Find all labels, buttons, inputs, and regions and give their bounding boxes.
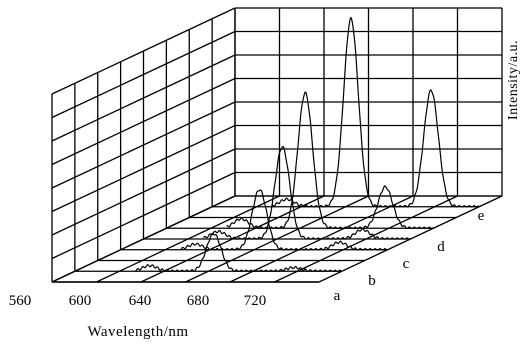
x-axis-title: Wavelength/nm bbox=[87, 324, 188, 340]
y-axis-title: Intensity/a.u. bbox=[506, 40, 521, 120]
left-wall-grid bbox=[51, 7, 236, 283]
series-label: c bbox=[403, 256, 410, 272]
spectrum-line-e bbox=[271, 16, 480, 208]
left-wall-horizontal-line bbox=[51, 30, 236, 119]
x-tick-label: 680 bbox=[187, 293, 210, 309]
left-wall-horizontal-line bbox=[51, 54, 236, 142]
spectrum-line-a bbox=[134, 232, 342, 272]
series-label: e bbox=[478, 208, 485, 224]
series-label: d bbox=[437, 239, 445, 255]
x-tick-label: 560 bbox=[9, 293, 32, 309]
x-tick-labels: 560 600 640 680 720 bbox=[9, 293, 267, 309]
spectra-series bbox=[134, 16, 480, 272]
left-wall-horizontal-line bbox=[51, 7, 236, 95]
back-wall-grid bbox=[234, 7, 503, 197]
left-wall-horizontal-line bbox=[51, 124, 236, 213]
x-tick-label: 720 bbox=[244, 293, 267, 309]
series-label: a bbox=[334, 288, 341, 304]
spectrum-line-c bbox=[203, 145, 411, 240]
x-tick-label: 600 bbox=[69, 293, 92, 309]
left-wall-horizontal-line bbox=[51, 77, 236, 166]
spectrum-line-b bbox=[180, 189, 388, 251]
spectrum-line-d bbox=[226, 91, 434, 229]
left-wall-horizontal-line bbox=[51, 171, 236, 260]
floor-grid bbox=[51, 195, 503, 283]
series-labels: a b c d e bbox=[334, 208, 485, 304]
left-wall-horizontal-line bbox=[51, 101, 236, 189]
left-wall-horizontal-line bbox=[51, 148, 236, 236]
x-tick-label: 640 bbox=[129, 293, 152, 309]
series-label: b bbox=[368, 273, 376, 289]
